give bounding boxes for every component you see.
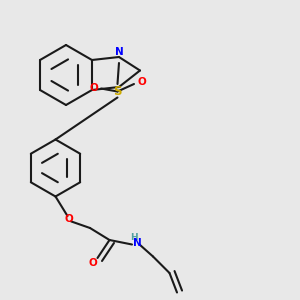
Text: S: S bbox=[113, 85, 122, 98]
Text: H: H bbox=[130, 233, 137, 242]
Text: N: N bbox=[115, 47, 123, 58]
Text: O: O bbox=[89, 83, 98, 94]
Text: O: O bbox=[88, 257, 98, 268]
Text: O: O bbox=[64, 214, 74, 224]
Text: O: O bbox=[137, 77, 146, 88]
Text: N: N bbox=[133, 238, 142, 248]
